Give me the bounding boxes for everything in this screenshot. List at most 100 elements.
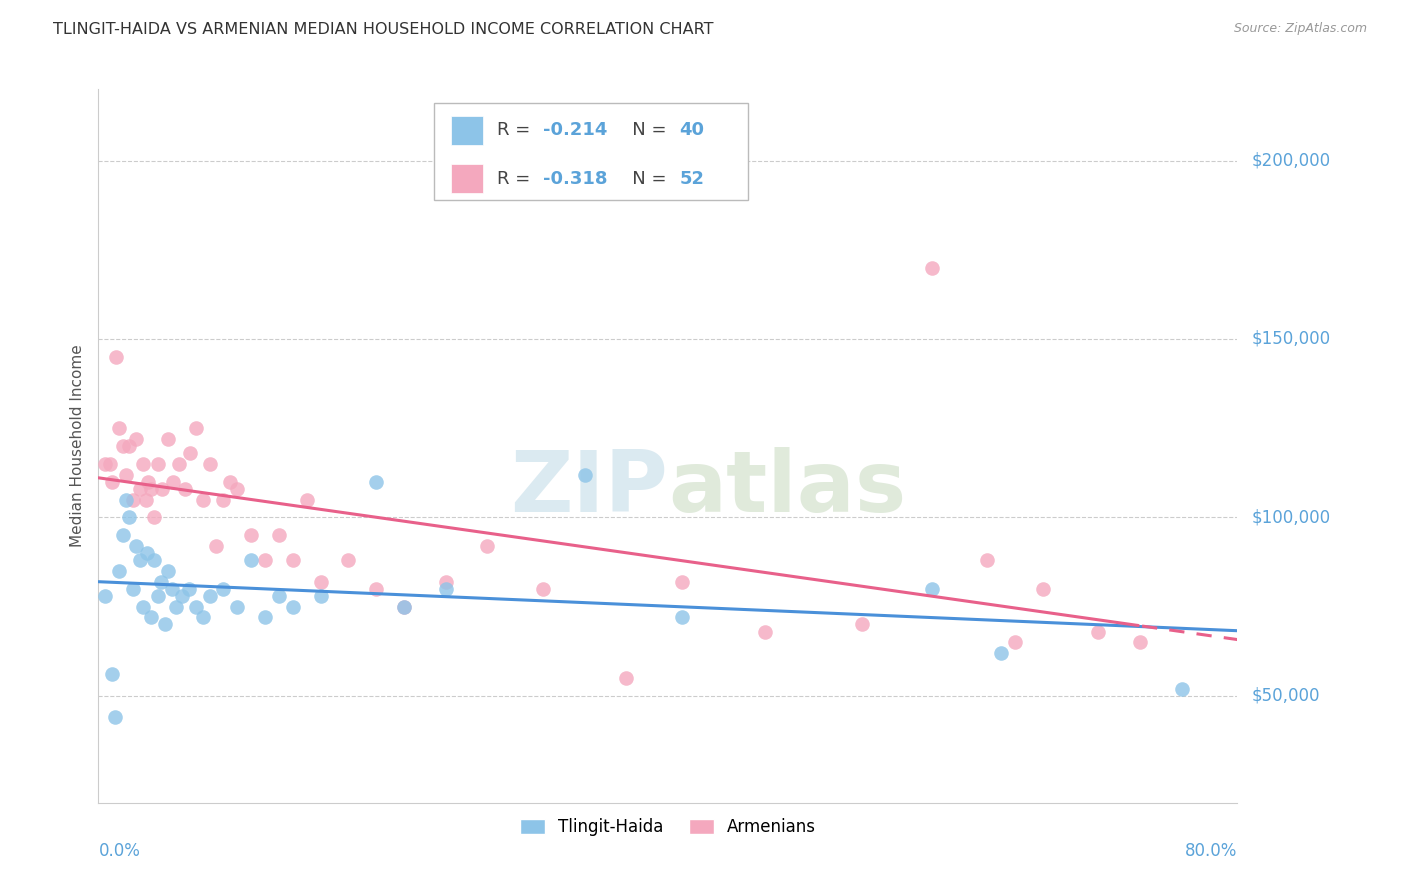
Point: [135, 492, 157, 507]
Point: [309, 589, 332, 603]
Text: 40: 40: [679, 121, 704, 139]
Point: [295, 492, 318, 507]
Point: [281, 599, 304, 614]
Text: Source: ZipAtlas.com: Source: ZipAtlas.com: [1233, 22, 1367, 36]
Point: [160, 582, 183, 596]
Point: [921, 582, 943, 596]
Text: N =: N =: [616, 169, 672, 187]
Point: [240, 528, 263, 542]
Text: atlas: atlas: [668, 447, 905, 531]
Point: [118, 510, 141, 524]
FancyBboxPatch shape: [451, 164, 484, 193]
Point: [146, 457, 169, 471]
Point: [366, 582, 388, 596]
Point: [150, 482, 173, 496]
Point: [98, 457, 121, 471]
Text: -0.318: -0.318: [543, 169, 607, 187]
Point: [125, 539, 148, 553]
Point: [198, 457, 221, 471]
FancyBboxPatch shape: [434, 103, 748, 200]
Point: [132, 457, 155, 471]
Point: [184, 421, 207, 435]
Point: [754, 624, 776, 639]
Point: [337, 553, 360, 567]
Point: [267, 589, 290, 603]
Point: [156, 564, 179, 578]
Point: [921, 260, 943, 275]
Text: -0.214: -0.214: [543, 121, 607, 139]
Point: [1032, 582, 1054, 596]
Point: [132, 599, 155, 614]
Point: [309, 574, 332, 589]
Point: [392, 599, 415, 614]
Point: [212, 492, 235, 507]
Point: [851, 617, 873, 632]
Point: [108, 421, 131, 435]
Point: [118, 439, 141, 453]
Point: [94, 457, 117, 471]
Text: R =: R =: [498, 169, 536, 187]
Point: [101, 475, 124, 489]
Point: [138, 475, 160, 489]
Point: [366, 475, 388, 489]
Point: [125, 432, 148, 446]
FancyBboxPatch shape: [451, 116, 484, 145]
Point: [112, 528, 135, 542]
Point: [434, 574, 457, 589]
Point: [226, 599, 249, 614]
Text: $50,000: $50,000: [1251, 687, 1320, 705]
Point: [281, 553, 304, 567]
Text: 80.0%: 80.0%: [1185, 842, 1237, 860]
Point: [136, 546, 159, 560]
Point: [531, 582, 554, 596]
Point: [112, 439, 135, 453]
Point: [1004, 635, 1026, 649]
Legend: Tlingit-Haida, Armenians: Tlingit-Haida, Armenians: [512, 810, 824, 845]
Text: 0.0%: 0.0%: [98, 842, 141, 860]
Point: [170, 589, 193, 603]
Text: 52: 52: [679, 169, 704, 187]
Point: [177, 582, 200, 596]
Point: [614, 671, 637, 685]
Point: [129, 553, 152, 567]
Point: [477, 539, 499, 553]
Point: [267, 528, 290, 542]
Point: [392, 599, 415, 614]
Point: [162, 475, 184, 489]
Text: $150,000: $150,000: [1251, 330, 1330, 348]
Point: [179, 446, 201, 460]
Point: [94, 589, 117, 603]
Point: [101, 667, 124, 681]
Text: $100,000: $100,000: [1251, 508, 1330, 526]
Point: [156, 432, 179, 446]
Point: [167, 457, 190, 471]
Point: [173, 482, 195, 496]
Point: [1170, 681, 1192, 696]
Point: [434, 582, 457, 596]
Point: [129, 482, 152, 496]
Text: R =: R =: [498, 121, 536, 139]
Point: [671, 574, 693, 589]
Text: ZIP: ZIP: [510, 447, 668, 531]
Point: [115, 492, 138, 507]
Point: [141, 482, 163, 496]
Point: [226, 482, 249, 496]
Point: [115, 467, 138, 482]
Point: [254, 610, 277, 624]
Point: [143, 510, 166, 524]
Point: [191, 610, 214, 624]
Point: [212, 582, 235, 596]
Y-axis label: Median Household Income: Median Household Income: [69, 344, 84, 548]
Point: [184, 599, 207, 614]
Point: [146, 589, 169, 603]
Point: [574, 467, 596, 482]
Point: [671, 610, 693, 624]
Point: [219, 475, 242, 489]
Point: [141, 610, 163, 624]
Point: [122, 582, 145, 596]
Point: [191, 492, 214, 507]
Point: [990, 646, 1012, 660]
Point: [153, 617, 176, 632]
Point: [149, 574, 172, 589]
Text: TLINGIT-HAIDA VS ARMENIAN MEDIAN HOUSEHOLD INCOME CORRELATION CHART: TLINGIT-HAIDA VS ARMENIAN MEDIAN HOUSEHO…: [53, 22, 714, 37]
